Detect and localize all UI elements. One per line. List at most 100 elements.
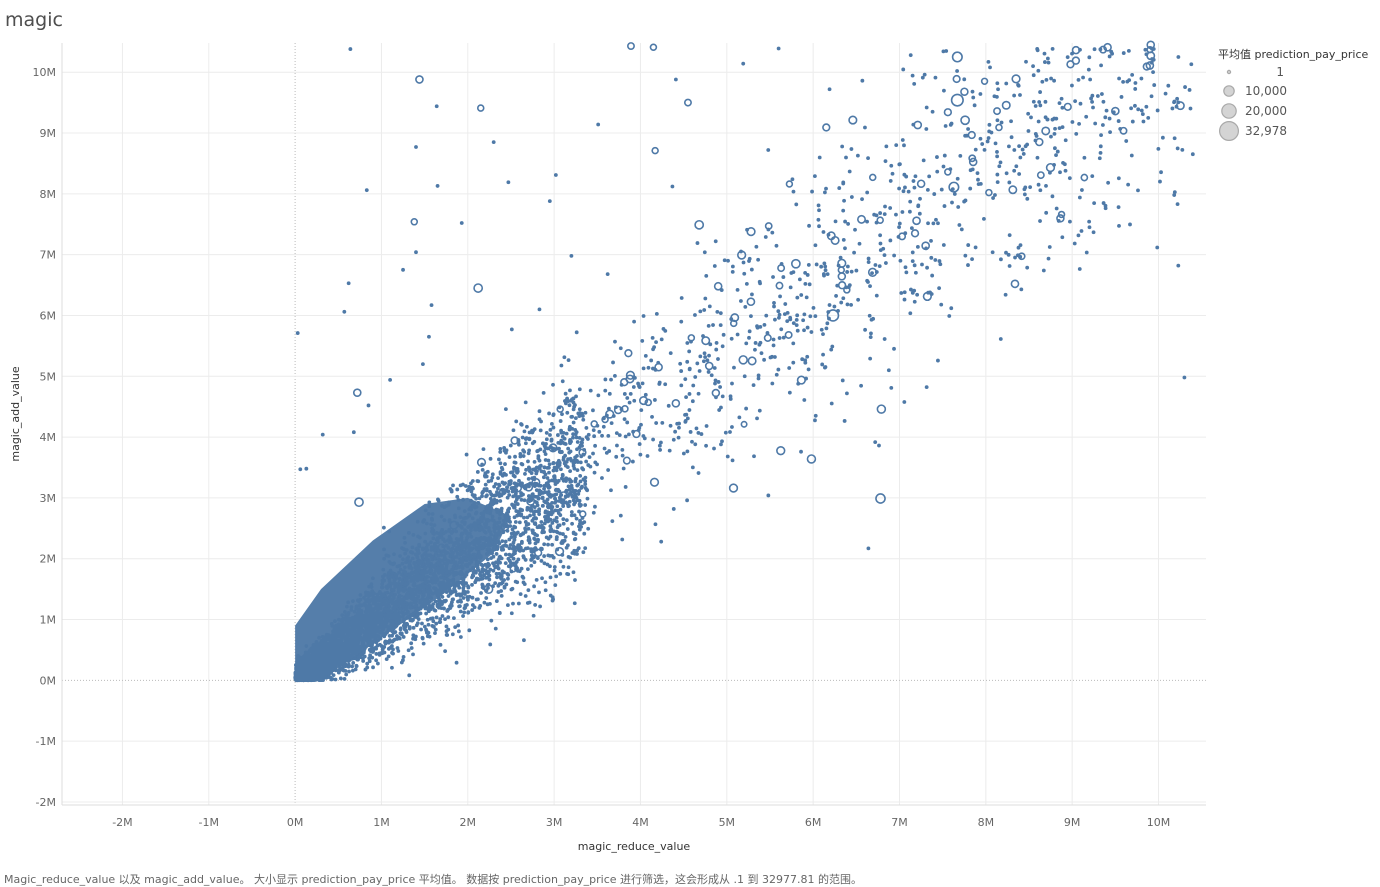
cluster-point bbox=[517, 602, 521, 606]
data-point bbox=[772, 344, 776, 348]
data-point bbox=[441, 590, 445, 594]
cluster-point bbox=[509, 543, 513, 547]
data-point bbox=[874, 263, 878, 267]
data-point bbox=[867, 257, 871, 261]
data-point bbox=[381, 645, 385, 649]
cluster-point bbox=[528, 541, 532, 545]
data-point bbox=[1058, 126, 1062, 130]
cluster-point bbox=[495, 575, 499, 579]
data-point bbox=[1042, 269, 1046, 273]
data-point bbox=[639, 408, 643, 412]
data-point bbox=[625, 396, 629, 400]
data-point bbox=[503, 481, 507, 485]
data-point bbox=[778, 313, 782, 317]
data-point bbox=[878, 211, 882, 215]
cluster-point bbox=[525, 425, 529, 429]
data-point bbox=[558, 532, 562, 536]
cluster-point bbox=[473, 580, 477, 584]
data-point bbox=[1121, 80, 1125, 84]
data-point bbox=[689, 430, 693, 434]
points bbox=[296, 41, 1195, 664]
data-point bbox=[596, 393, 600, 397]
data-point bbox=[828, 303, 832, 307]
data-point bbox=[1079, 102, 1083, 106]
data-point bbox=[685, 341, 689, 345]
data-point bbox=[996, 124, 1002, 130]
data-point bbox=[936, 221, 940, 225]
data-point bbox=[383, 640, 387, 644]
cluster-point bbox=[497, 483, 501, 487]
data-point bbox=[514, 461, 518, 465]
cluster-point bbox=[508, 455, 512, 459]
cluster-point bbox=[416, 621, 420, 625]
cluster-point bbox=[561, 473, 565, 477]
data-point bbox=[649, 359, 653, 363]
data-point bbox=[932, 192, 936, 196]
data-point bbox=[744, 407, 748, 411]
cluster-point bbox=[578, 499, 582, 503]
data-point bbox=[629, 392, 633, 396]
cluster-point bbox=[559, 559, 563, 563]
data-point bbox=[785, 332, 791, 338]
data-point bbox=[506, 529, 510, 533]
data-point bbox=[440, 602, 444, 606]
cluster-point bbox=[368, 659, 372, 663]
cluster-point bbox=[431, 616, 435, 620]
cluster-point bbox=[504, 540, 508, 544]
cluster-point bbox=[420, 622, 424, 626]
cluster-point bbox=[387, 647, 391, 651]
data-point bbox=[778, 265, 784, 271]
data-point bbox=[386, 576, 390, 580]
data-point bbox=[1044, 211, 1048, 215]
cluster-point bbox=[560, 412, 564, 416]
data-point bbox=[721, 394, 725, 398]
data-point bbox=[912, 179, 916, 183]
data-point bbox=[447, 500, 451, 504]
cluster-point bbox=[446, 608, 450, 612]
data-point bbox=[1051, 118, 1055, 122]
data-point bbox=[1191, 152, 1195, 156]
data-point bbox=[763, 323, 767, 327]
data-point bbox=[807, 368, 811, 372]
data-point bbox=[583, 482, 587, 486]
cluster-point bbox=[339, 677, 343, 681]
data-point bbox=[914, 174, 918, 178]
data-point bbox=[693, 375, 697, 379]
data-point bbox=[592, 434, 596, 438]
data-point bbox=[1047, 257, 1051, 261]
data-point bbox=[653, 398, 657, 402]
data-point bbox=[1060, 97, 1064, 101]
data-point bbox=[492, 519, 496, 523]
cluster-point bbox=[388, 638, 392, 642]
cluster-point bbox=[566, 527, 570, 531]
cluster-point bbox=[387, 654, 391, 658]
data-point bbox=[588, 455, 592, 459]
data-point bbox=[995, 173, 999, 177]
data-point bbox=[717, 408, 721, 412]
cluster-point bbox=[533, 427, 537, 431]
data-point bbox=[1108, 55, 1112, 59]
data-point bbox=[509, 479, 513, 483]
data-point bbox=[991, 196, 995, 200]
data-point bbox=[1096, 94, 1100, 98]
data-point bbox=[843, 419, 847, 423]
data-point bbox=[913, 263, 917, 267]
data-point bbox=[461, 582, 465, 586]
cluster-point bbox=[459, 610, 463, 614]
data-point bbox=[908, 210, 912, 214]
cluster-point bbox=[455, 593, 459, 597]
cluster-point bbox=[538, 605, 542, 609]
data-point bbox=[771, 275, 775, 279]
cluster-point bbox=[562, 565, 566, 569]
cluster-point bbox=[390, 651, 394, 655]
data-point bbox=[1032, 73, 1036, 77]
data-point bbox=[1038, 172, 1044, 178]
data-point bbox=[575, 454, 579, 458]
cluster-point bbox=[506, 577, 510, 581]
data-point bbox=[395, 623, 399, 627]
data-point bbox=[796, 329, 800, 333]
data-point bbox=[775, 373, 779, 377]
cluster-point bbox=[551, 599, 555, 603]
data-point bbox=[1090, 100, 1094, 104]
data-point bbox=[795, 296, 799, 300]
